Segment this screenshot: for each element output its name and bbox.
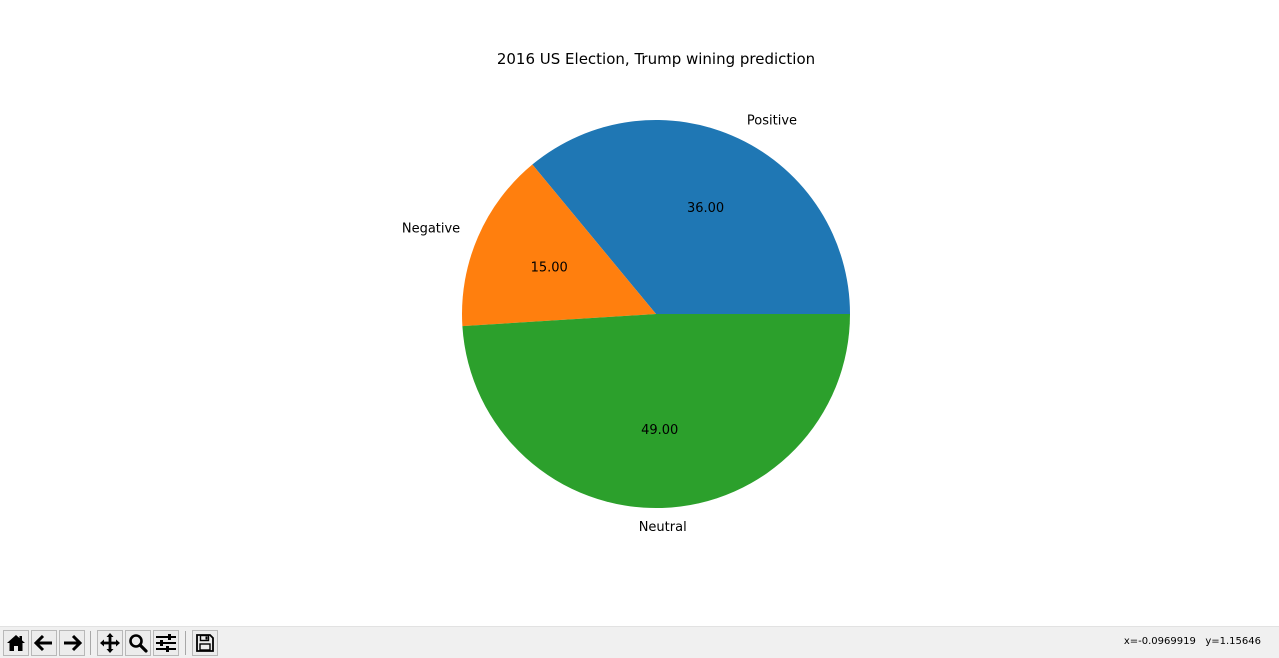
pie-slice-positive — [532, 119, 850, 315]
pie-slice-negative — [461, 164, 656, 327]
magnifier-icon — [129, 634, 148, 653]
arrow-right-icon — [64, 634, 82, 652]
zoom-button[interactable] — [125, 630, 151, 656]
save-button[interactable] — [192, 630, 218, 656]
slice-label-negative: Negative — [402, 222, 460, 237]
pie-slice-neutral — [462, 314, 850, 509]
sliders-icon — [156, 634, 176, 652]
figure-canvas[interactable]: 2016 US Election, Trump wining predictio… — [0, 0, 1279, 626]
slice-label-positive: Positive — [747, 113, 797, 128]
pan-button[interactable] — [97, 630, 123, 656]
move-icon — [100, 633, 120, 653]
back-button[interactable] — [31, 630, 57, 656]
toolbar-separator — [90, 631, 91, 655]
chart-title: 2016 US Election, Trump wining predictio… — [497, 50, 815, 68]
arrow-left-icon — [34, 634, 52, 652]
slice-value-label-positive: 36.00 — [687, 201, 724, 216]
toolbar-separator — [185, 631, 186, 655]
home-button[interactable] — [3, 630, 29, 656]
home-icon — [7, 635, 25, 651]
floppy-disk-icon — [196, 634, 214, 652]
forward-button[interactable] — [59, 630, 85, 656]
slice-label-neutral: Neutral — [639, 520, 687, 535]
cursor-coordinates-readout: x=-0.0969919 y=1.15646 — [1123, 636, 1261, 647]
slice-value-label-negative: 15.00 — [531, 260, 568, 275]
configure-subplots-button[interactable] — [153, 630, 179, 656]
slice-value-label-neutral: 49.00 — [641, 423, 678, 438]
pie-chart: 2016 US Election, Trump wining predictio… — [402, 50, 850, 535]
navigation-toolbar: x=-0.0969919 y=1.15646 — [0, 626, 1279, 658]
